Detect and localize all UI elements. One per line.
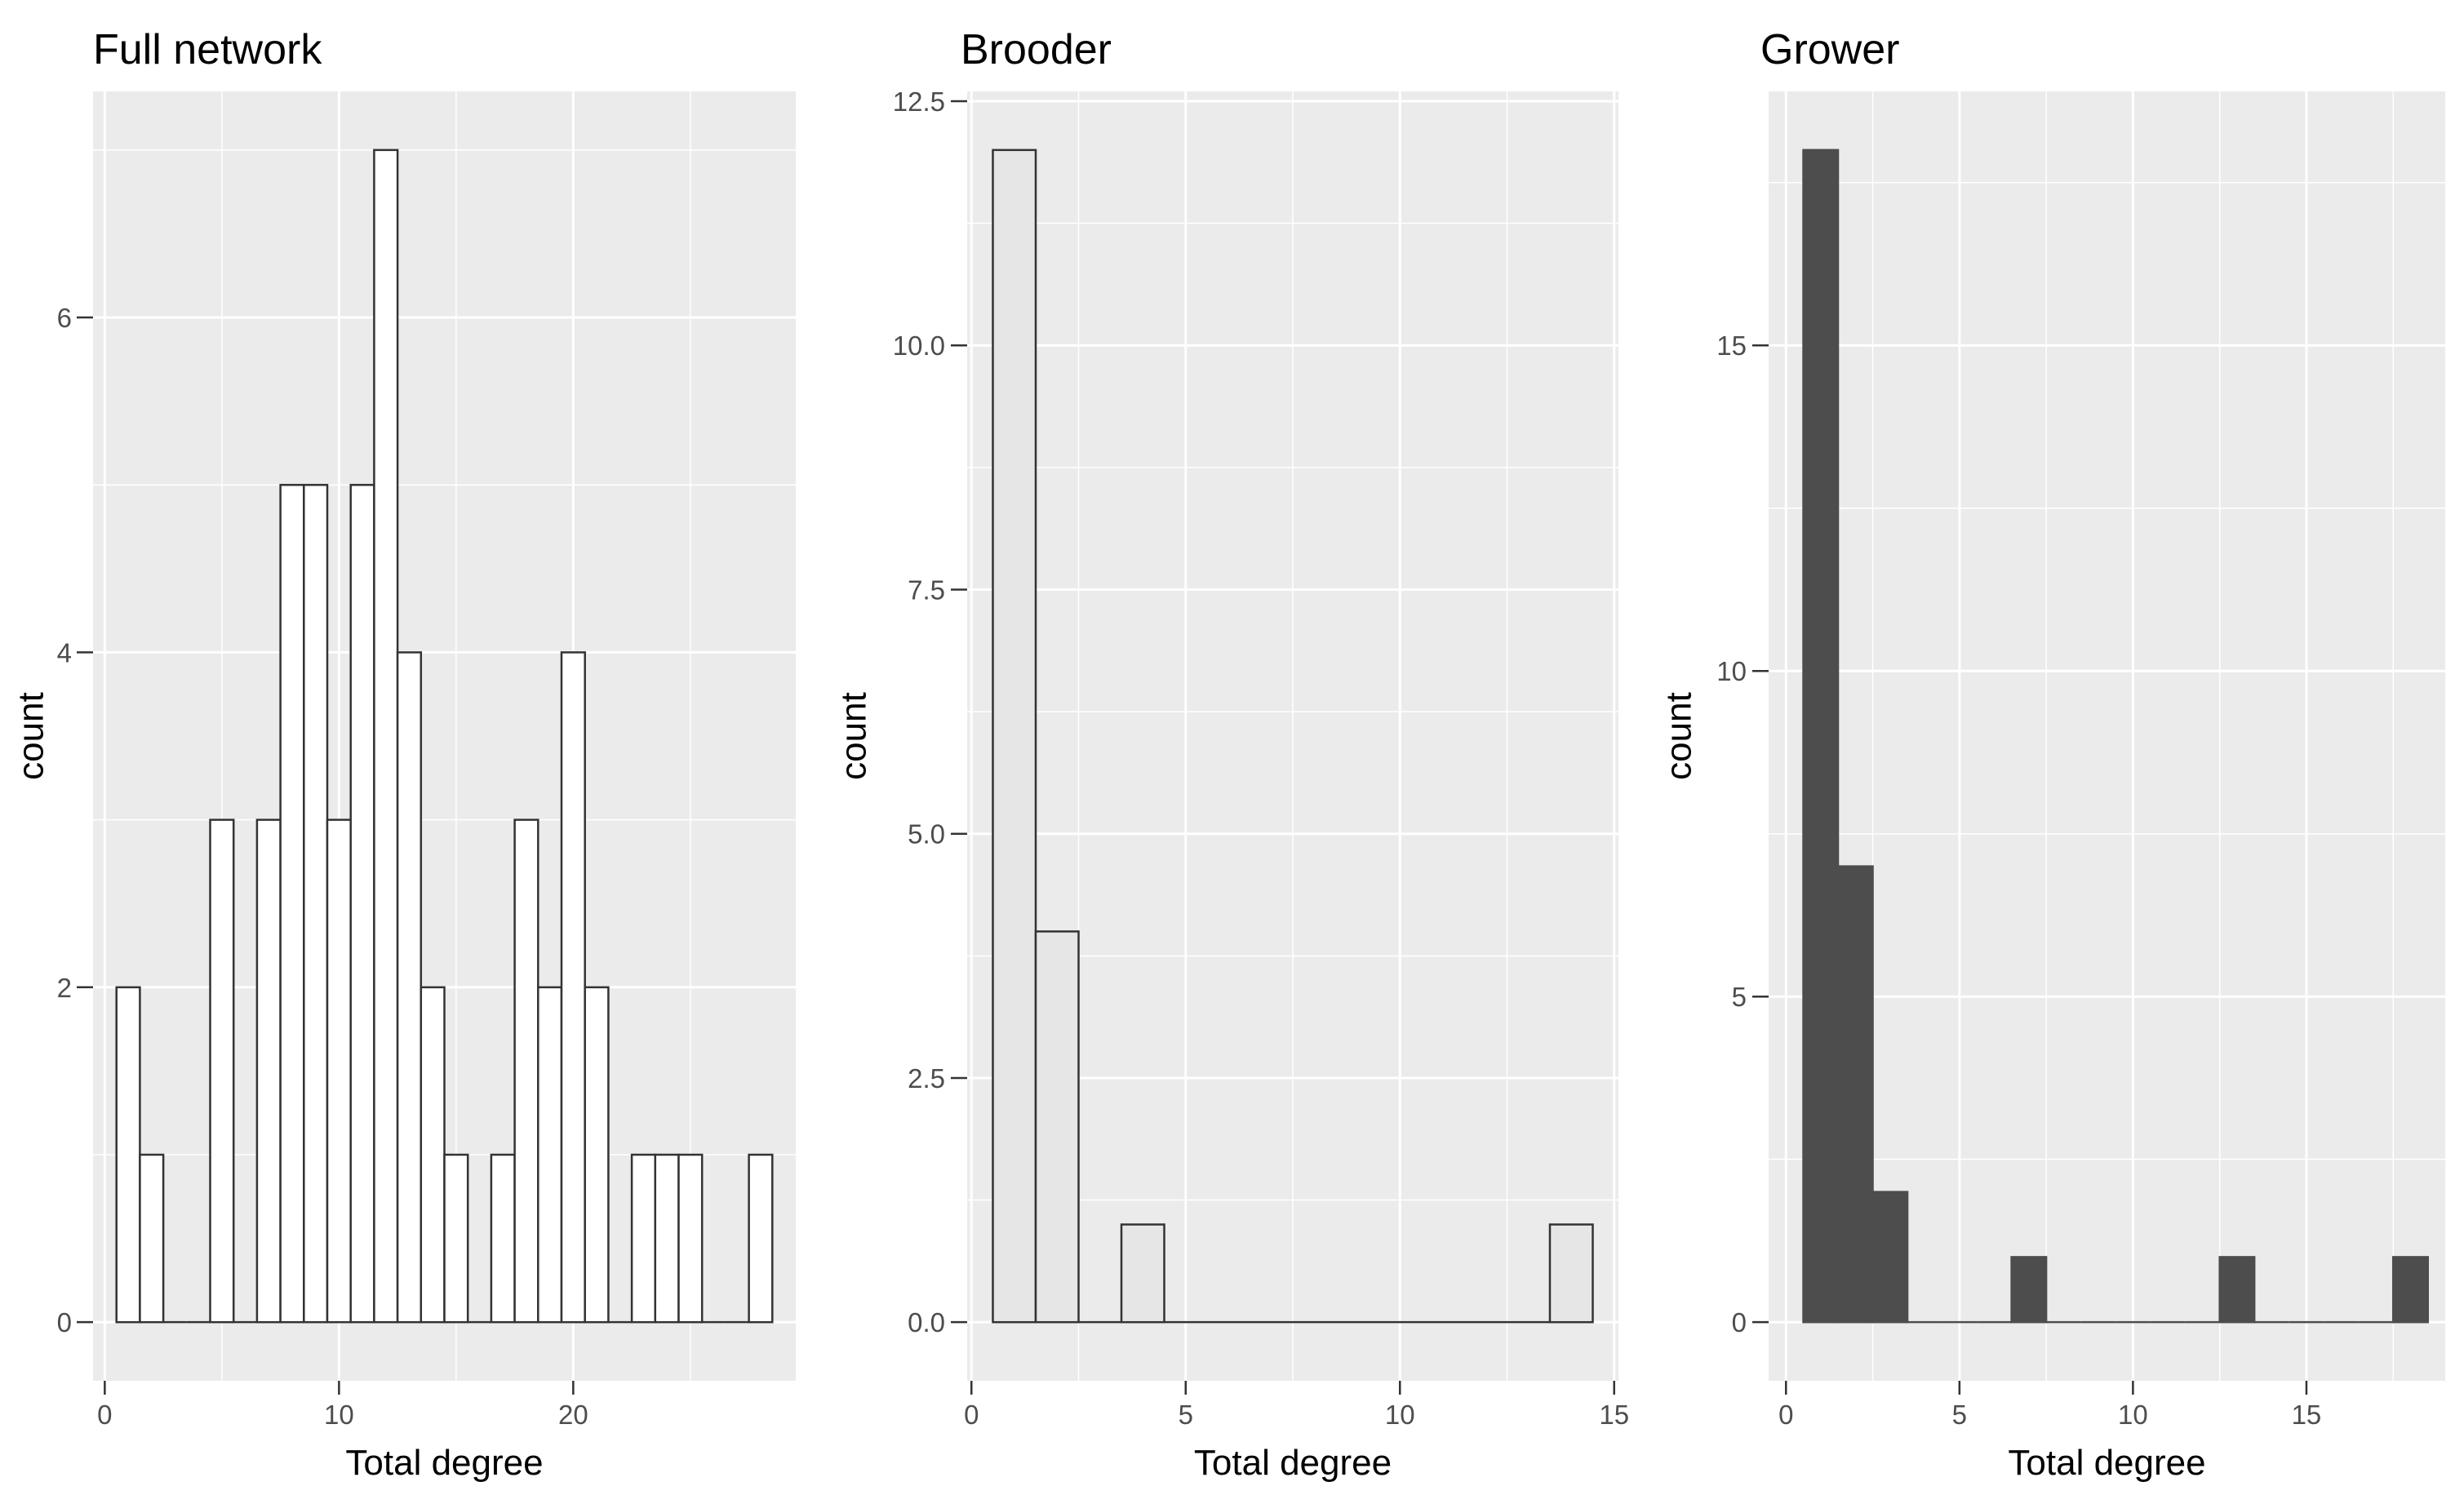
histogram-bar [279,483,305,1324]
histogram-bar [303,483,329,1324]
x-tick-label: 15 [1599,1400,1629,1430]
y-tick-label: 0 [1732,1307,1747,1338]
y-tick-label: 7.5 [908,575,945,605]
y-tick-label: 2.5 [908,1063,945,1094]
chart-title: Full network [93,26,322,73]
panel-background [1769,91,2445,1381]
y-tick-label: 0.0 [908,1307,945,1338]
histogram-bar [2010,1256,2048,1324]
x-tick-label: 10 [324,1400,354,1430]
histogram-bar [1548,1223,1594,1324]
histogram-bars [1802,149,2429,1324]
y-tick-label: 4 [57,637,72,668]
histogram-bar [1836,865,1874,1324]
y-tick-label: 10.0 [893,331,945,361]
histogram-bar [630,1153,657,1324]
histogram-bar [1871,1191,1909,1324]
x-tick-label: 15 [2292,1400,2322,1430]
chart-panel-2: 0 5 10 15 0 5 10 15 Grower Total degree count [1659,26,2445,1483]
histogram-bar [490,1153,516,1324]
x-axis-title: Total degree [345,1443,543,1483]
y-tick-label: 12.5 [893,87,945,117]
chart-title: Brooder [961,26,1112,73]
histogram-bar [349,483,375,1324]
histogram-bar [396,651,423,1324]
y-tick-label: 5.0 [908,819,945,850]
histogram-bar [748,1153,774,1324]
y-tick-label: 5 [1732,982,1747,1012]
y-tick-label: 2 [57,973,72,1003]
histogram-bars [992,149,1594,1324]
y-axis-title: count [11,692,51,780]
chart-panel-0: 0 2 4 6 0 10 20 Full network Total degree count [11,26,796,1483]
x-tick-label: 5 [1952,1400,1967,1430]
histogram-bar [209,819,235,1324]
histogram-bar [255,819,282,1324]
histogram-bar [326,819,352,1324]
histogram-bar [443,1153,469,1324]
histogram-bar [1034,930,1080,1324]
histogram-bar [584,986,610,1324]
chart-title: Grower [1760,26,1899,73]
y-tick-label: 6 [57,303,72,333]
y-tick-label: 15 [1716,331,1747,361]
histogram-bar [537,986,563,1324]
histogram-bar [2218,1256,2256,1324]
x-tick-label: 10 [1385,1400,1415,1430]
histogram-bar [677,1153,704,1324]
histogram-bar [115,986,141,1324]
histogram-bar [420,986,446,1324]
y-axis-title: count [834,692,874,780]
x-tick-label: 0 [97,1400,112,1430]
chart-panel-1: 0.0 2.5 5.0 7.5 10.0 12.5 0 5 10 15 Brooder Total d… [834,26,1630,1483]
histogram-bar [992,149,1037,1324]
y-axis-title: count [1659,692,1699,780]
histogram-bars [115,149,774,1324]
x-axis-title: Total degree [1194,1443,1392,1483]
histogram-bar [1802,149,1840,1324]
histogram-bar [654,1153,680,1324]
x-tick-label: 10 [2118,1400,2148,1430]
x-tick-label: 5 [1179,1400,1193,1430]
y-tick-label: 0 [57,1307,72,1338]
histogram-bar [373,149,399,1324]
histogram-bar [1120,1223,1165,1324]
histogram-bar [560,651,586,1324]
x-tick-label: 20 [558,1400,588,1430]
x-tick-label: 0 [964,1400,979,1430]
histogram-bar [2391,1256,2429,1324]
histogram-bar [513,819,539,1324]
x-axis-title: Total degree [2008,1443,2205,1483]
x-tick-label: 0 [1778,1400,1793,1430]
y-tick-label: 10 [1716,656,1747,686]
histogram-bar [139,1153,165,1324]
